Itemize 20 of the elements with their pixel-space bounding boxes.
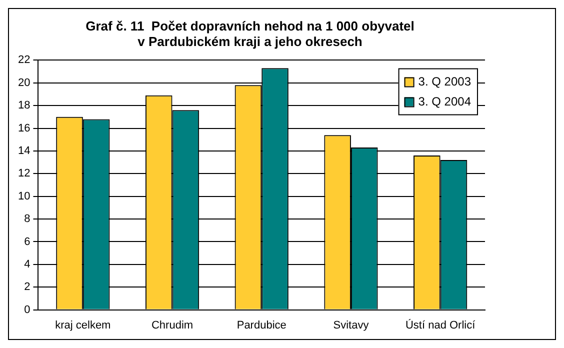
y-tick-label: 14 bbox=[18, 144, 30, 157]
y-tick-label: 0 bbox=[24, 304, 30, 316]
y-tick-label: 2 bbox=[24, 281, 30, 294]
x-tick-label: Ústí nad Orlicí bbox=[405, 318, 476, 332]
y-tick-label: 18 bbox=[18, 100, 30, 112]
chart-title: Graf č. 11 Počet dopravních nehod na 1 000 obyvatel v Pardubickém kraji a jeho okresech bbox=[86, 18, 414, 49]
legend-label: 3. Q 2003 bbox=[418, 74, 472, 89]
y-tick-label: 10 bbox=[18, 190, 30, 202]
y-tick-label: 4 bbox=[24, 258, 30, 270]
y-tick-label: 20 bbox=[18, 76, 30, 89]
x-tick-label: Pardubice bbox=[236, 319, 286, 332]
y-tick-label: 16 bbox=[18, 122, 30, 134]
y-tick-label: 22 bbox=[18, 54, 30, 66]
y-tick-label: 6 bbox=[24, 236, 30, 248]
y-tick-label: 12 bbox=[18, 168, 30, 180]
legend-label: 3. Q 2004 bbox=[418, 94, 472, 109]
x-tick-label: Svitavy bbox=[333, 319, 370, 332]
y-tick-label: 8 bbox=[24, 213, 30, 226]
x-tick-label: kraj celkem bbox=[55, 319, 111, 332]
x-tick-label: Chrudim bbox=[151, 319, 194, 332]
